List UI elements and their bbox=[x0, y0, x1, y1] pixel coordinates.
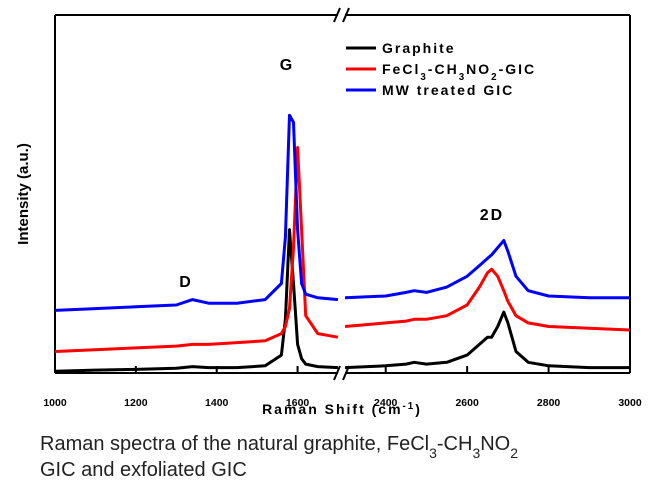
x-tick-label: 1600 bbox=[286, 397, 310, 409]
x-tick-label: 1200 bbox=[124, 397, 148, 409]
x-axis-label: Raman Shift (cm-1) bbox=[262, 401, 422, 418]
peak-annotation: G bbox=[280, 57, 294, 74]
legend-label: Graphite bbox=[382, 40, 456, 56]
spectrum-line bbox=[54, 228, 630, 373]
x-tick-label: 1000 bbox=[43, 397, 67, 409]
x-tick-label: 2400 bbox=[374, 397, 398, 409]
axis-break bbox=[333, 7, 341, 23]
x-tick-label: 3000 bbox=[618, 397, 642, 409]
peak-annotation: 2D bbox=[480, 207, 504, 224]
y-axis-label: Intensity (a.u.) bbox=[15, 143, 32, 245]
spectrum-line bbox=[54, 113, 630, 312]
axis-break bbox=[333, 365, 341, 381]
caption: GIC and exfoliated GIC bbox=[40, 459, 247, 481]
axis-break bbox=[342, 7, 350, 23]
x-tick-label: 2800 bbox=[537, 397, 561, 409]
legend-label: MW treated GIC bbox=[382, 82, 514, 98]
caption: Raman spectra of the natural graphite, F… bbox=[40, 433, 518, 461]
x-tick-label: 1400 bbox=[205, 397, 229, 409]
peak-annotation: D bbox=[179, 274, 193, 291]
spectrum-line bbox=[54, 146, 631, 353]
legend-label: FeCl3-CH3NO2-GIC bbox=[382, 61, 536, 83]
x-tick-label: 2600 bbox=[455, 397, 479, 409]
